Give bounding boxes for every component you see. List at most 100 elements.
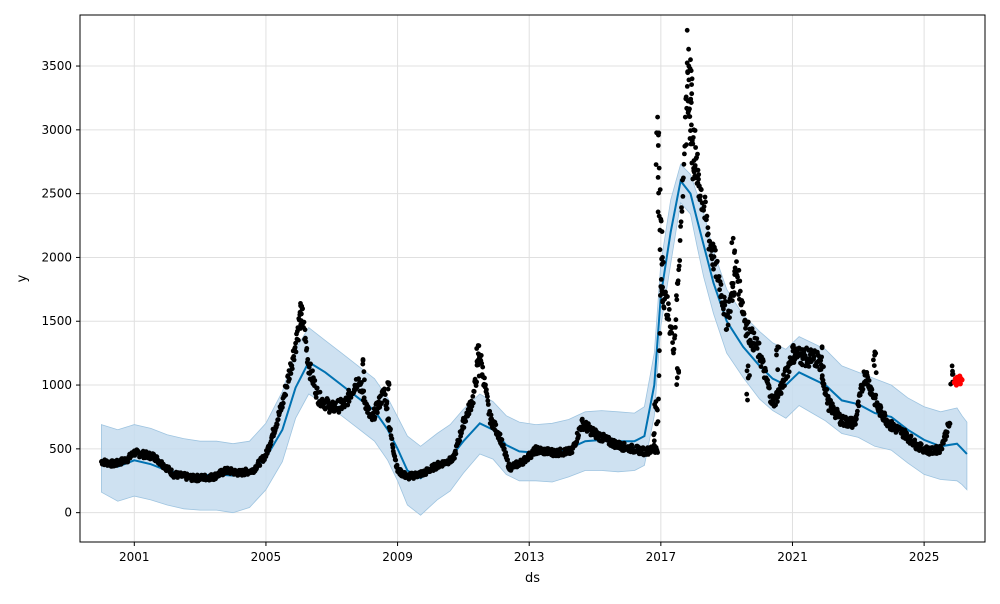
- observed-point: [806, 364, 812, 369]
- observed-point: [689, 76, 695, 82]
- recent-point: [953, 382, 960, 388]
- observed-point: [824, 387, 830, 392]
- observed-point: [557, 446, 563, 452]
- observed-point: [670, 340, 675, 345]
- observed-point: [674, 375, 680, 381]
- observed-point: [665, 312, 671, 318]
- observed-point: [944, 429, 950, 435]
- observed-point: [729, 240, 735, 246]
- recent-point: [957, 381, 963, 387]
- observed-point: [665, 294, 670, 299]
- observed-point: [673, 317, 679, 323]
- observed-point: [734, 259, 739, 264]
- x-tick-label: 2005: [251, 550, 282, 564]
- observed-point: [659, 261, 665, 267]
- observed-point: [688, 99, 694, 104]
- observed-point: [674, 297, 680, 303]
- x-axis-ticks: 2001 2005 2009 2013 2017 2021 2025: [119, 542, 939, 564]
- observed-point: [871, 363, 877, 368]
- observed-point: [474, 359, 480, 364]
- observed-point: [466, 411, 472, 417]
- observed-point: [288, 371, 294, 376]
- observed-point: [683, 94, 689, 100]
- observed-point: [866, 378, 872, 383]
- y-tick-label: 3500: [41, 59, 72, 73]
- observed-point: [685, 110, 691, 116]
- observed-point: [287, 376, 292, 382]
- y-tick-label: 1000: [41, 378, 72, 392]
- observed-point: [684, 84, 690, 89]
- observed-point: [497, 431, 503, 437]
- observed-point: [689, 91, 695, 97]
- observed-point: [385, 386, 391, 392]
- observed-point: [471, 389, 477, 394]
- observed-point: [781, 372, 786, 377]
- observed-point: [310, 368, 315, 374]
- x-tick-label: 2013: [514, 550, 545, 564]
- observed-point: [655, 175, 661, 180]
- observed-point: [745, 397, 750, 403]
- observed-point: [701, 204, 707, 210]
- observed-point: [729, 290, 735, 296]
- observed-point: [950, 372, 955, 377]
- observed-point: [671, 350, 676, 356]
- observed-point: [717, 287, 722, 293]
- observed-point: [660, 284, 665, 290]
- observed-point: [569, 450, 575, 456]
- observed-point: [303, 335, 308, 341]
- y-axis-ticks: 0 500 1000 1500 2000 2500 3000 3500: [41, 59, 80, 520]
- observed-point: [691, 158, 697, 164]
- observed-point: [690, 135, 696, 140]
- observed-point: [655, 143, 661, 148]
- recent-points: [951, 373, 965, 388]
- observed-point: [688, 68, 694, 74]
- observed-point: [680, 194, 686, 199]
- observed-point: [814, 364, 820, 369]
- observed-point: [658, 277, 664, 282]
- observed-point: [698, 187, 704, 193]
- observed-point: [656, 165, 662, 171]
- observed-point: [360, 358, 366, 363]
- observed-point: [356, 376, 361, 382]
- observed-point: [461, 425, 467, 430]
- observed-point: [393, 457, 399, 463]
- observed-point: [722, 302, 728, 308]
- observed-point: [872, 352, 877, 358]
- observed-point: [711, 254, 717, 260]
- observed-point: [819, 354, 824, 360]
- observed-point: [735, 274, 740, 280]
- observed-point: [754, 346, 760, 351]
- observed-point: [675, 278, 681, 284]
- observed-points: [99, 27, 956, 484]
- observed-point: [740, 300, 745, 305]
- observed-point: [729, 298, 735, 303]
- observed-point: [749, 326, 755, 332]
- observed-point: [280, 400, 286, 406]
- observed-point: [659, 288, 665, 294]
- y-tick-label: 1500: [41, 314, 72, 328]
- observed-point: [669, 330, 675, 336]
- observed-point: [292, 345, 298, 350]
- observed-point: [480, 364, 486, 370]
- observed-point: [671, 346, 677, 352]
- observed-point: [713, 247, 718, 253]
- observed-point: [820, 377, 826, 383]
- observed-point: [453, 451, 459, 457]
- observed-point: [947, 421, 953, 427]
- observed-point: [811, 354, 817, 360]
- observed-point: [303, 339, 309, 345]
- observed-point: [855, 399, 861, 405]
- observed-point: [655, 209, 661, 215]
- observed-point: [775, 367, 781, 373]
- observed-point: [701, 207, 706, 213]
- observed-point: [689, 122, 694, 128]
- observed-point: [684, 27, 690, 33]
- observed-point: [785, 374, 791, 379]
- observed-point: [681, 175, 686, 181]
- observed-point: [296, 337, 301, 343]
- observed-point: [345, 402, 351, 408]
- observed-point: [484, 387, 489, 392]
- observed-point: [679, 205, 684, 211]
- observed-point: [291, 357, 297, 363]
- observed-point: [677, 258, 683, 263]
